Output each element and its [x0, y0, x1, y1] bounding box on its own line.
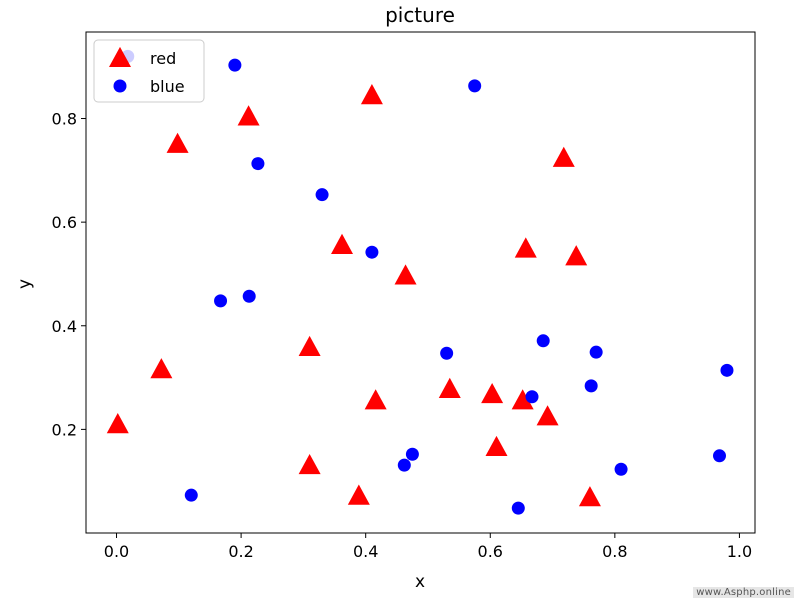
legend-red-icon: [109, 46, 131, 67]
chart-title: picture: [385, 3, 455, 27]
x-tick-label: 0.8: [602, 542, 627, 561]
watermark: www.Asphp.online: [693, 587, 794, 598]
x-tick-label: 1.0: [727, 542, 752, 561]
red-triangle-point: [298, 453, 321, 475]
series-blue: [121, 49, 734, 515]
y-tick-label: 0.6: [52, 213, 77, 232]
red-triangle-point: [394, 264, 417, 285]
blue-circle-point: [525, 390, 539, 404]
red-triangle-point: [536, 405, 559, 426]
x-axis-label: x: [415, 572, 425, 592]
blue-circle-point: [536, 334, 550, 348]
red-triangle-point: [360, 84, 383, 105]
red-triangle-point: [438, 377, 461, 398]
blue-circle-point: [405, 447, 419, 461]
y-tick-label: 0.4: [52, 317, 77, 336]
red-triangle-point: [364, 389, 387, 410]
legend-blue-label: blue: [150, 77, 185, 96]
red-triangle-point: [485, 435, 508, 456]
red-triangle-point: [150, 358, 173, 379]
blue-circle-point: [720, 363, 734, 377]
series-red: [106, 84, 601, 507]
blue-circle-point: [365, 245, 379, 259]
legend-box: [93, 39, 205, 103]
red-triangle-point: [331, 233, 354, 254]
x-tick-label: 0.0: [104, 542, 129, 561]
blue-circle-point: [511, 501, 525, 515]
red-triangle-point: [514, 237, 537, 258]
red-triangle-point: [166, 132, 189, 153]
blue-circle-point: [184, 488, 198, 502]
legend: red blue: [93, 39, 205, 103]
legend-blue-icon: [113, 79, 127, 93]
red-triangle-point: [565, 245, 588, 266]
red-triangle-point: [511, 389, 534, 410]
blue-circle-point: [440, 346, 454, 360]
blue-circle-point: [589, 345, 603, 359]
blue-circle-point: [584, 379, 598, 393]
blue-circle-point: [214, 294, 228, 308]
y-axis-label: y: [15, 279, 35, 289]
blue-circle-point: [712, 449, 726, 463]
x-tick-label: 0.4: [353, 542, 378, 561]
blue-circle-point: [242, 289, 256, 303]
blue-circle-point: [315, 188, 329, 202]
plot-frame: [85, 31, 756, 534]
x-axis-ticks: 0.0 0.2 0.4 0.6 0.8 1.0: [104, 533, 752, 561]
red-triangle-point: [106, 413, 129, 434]
red-triangle-point: [237, 105, 260, 126]
blue-circle-point: [468, 79, 482, 93]
blue-circle-point: [228, 58, 242, 72]
blue-circle-point: [397, 458, 411, 472]
red-triangle-point: [347, 484, 370, 505]
red-triangle-point: [481, 382, 504, 404]
red-triangle-point: [552, 146, 575, 167]
legend-red-label: red: [150, 49, 176, 68]
y-axis-ticks: 0.2 0.4 0.6 0.8: [52, 110, 86, 439]
y-tick-label: 0.8: [52, 110, 77, 129]
x-tick-label: 0.2: [228, 542, 253, 561]
axes-frame: [85, 31, 756, 534]
blue-circle-point: [614, 462, 628, 476]
x-tick-label: 0.6: [478, 542, 503, 561]
red-triangle-point: [298, 335, 321, 357]
data-points: [106, 49, 734, 515]
red-triangle-point: [578, 486, 601, 507]
blue-circle-point: [251, 157, 265, 171]
y-tick-label: 0.2: [52, 420, 77, 439]
